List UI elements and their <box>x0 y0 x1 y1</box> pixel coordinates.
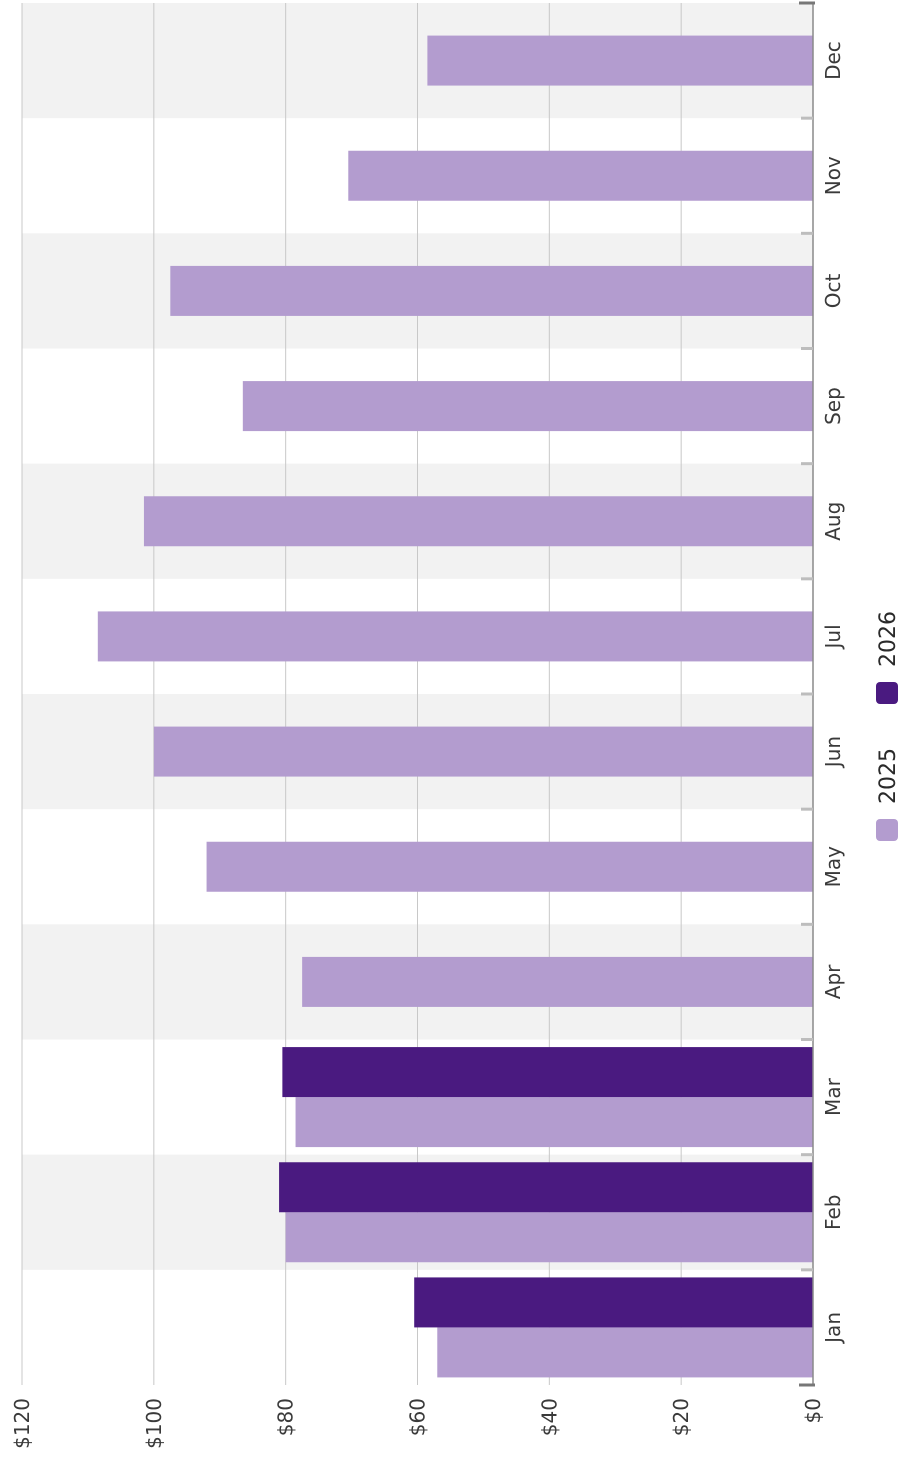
value-tick-label: $20 <box>669 1398 693 1436</box>
bar-2025-jul <box>97 611 813 662</box>
bar-2025-feb <box>285 1212 814 1263</box>
value-tick-label: $80 <box>274 1398 298 1436</box>
category-label: Jul <box>821 624 845 650</box>
bar-2026-mar <box>282 1047 813 1098</box>
category-label: Dec <box>821 41 845 80</box>
category-label: Jan <box>821 1312 845 1345</box>
category-label: Feb <box>821 1195 845 1230</box>
bar-2025-aug <box>143 496 814 547</box>
bar-2025-dec <box>427 35 813 86</box>
bar-2025-may <box>206 841 814 892</box>
category-label: Jun <box>821 736 845 769</box>
bars <box>97 35 814 1378</box>
bar-2026-jan <box>414 1277 813 1328</box>
value-tick-label: $100 <box>142 1398 166 1449</box>
value-tick-label: $120 <box>10 1398 34 1449</box>
category-label: Mar <box>821 1077 845 1116</box>
category-label: Oct <box>821 273 845 308</box>
value-tick-label: $60 <box>406 1398 430 1436</box>
bar-2025-apr <box>302 956 813 1007</box>
bar-2025-jan <box>437 1327 813 1378</box>
category-labels: Jan Feb Mar Apr May Jun Jul Aug Sep Oct Nov Dec <box>821 41 845 1345</box>
category-label: Nov <box>821 156 845 195</box>
category-label: Aug <box>821 502 845 541</box>
legend: 2025 2026 <box>876 611 901 841</box>
category-label: Apr <box>821 964 845 999</box>
legend-label-2026: 2026 <box>876 611 901 667</box>
bar-2025-jun <box>153 726 814 777</box>
bar-2025-mar <box>295 1097 813 1148</box>
legend-swatch-2025 <box>876 819 898 841</box>
bar-2026-feb <box>279 1162 813 1213</box>
legend-swatch-2026 <box>876 682 898 704</box>
value-gridlines <box>21 3 682 1385</box>
bar-2025-sep <box>242 381 814 432</box>
category-axis <box>799 1 815 1387</box>
category-label: May <box>821 846 845 888</box>
category-label: Sep <box>821 387 845 425</box>
value-tick-label: $0 <box>801 1398 825 1423</box>
value-axis-ticks: $0 $20 $40 $60 $80 $100 $120 <box>10 1398 825 1449</box>
legend-label-2025: 2025 <box>876 748 901 804</box>
bar-2025-nov <box>348 150 813 201</box>
value-tick-label: $40 <box>537 1398 561 1436</box>
bar-2025-oct <box>170 265 813 316</box>
